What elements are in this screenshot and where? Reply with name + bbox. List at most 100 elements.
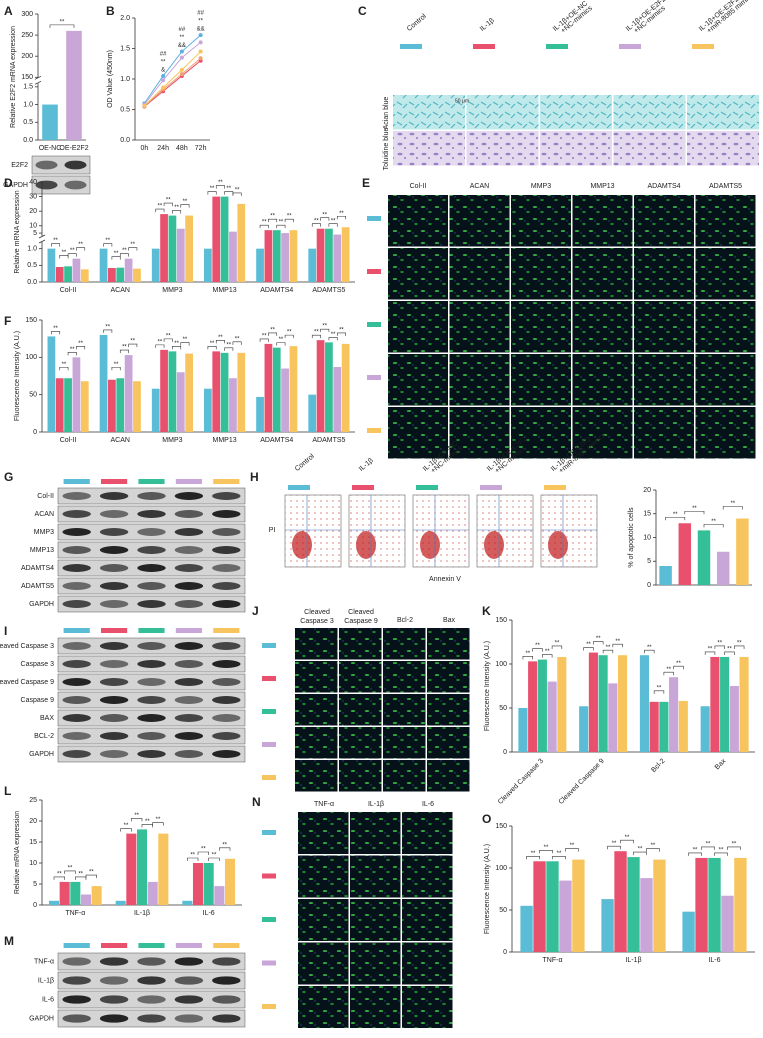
group-chip	[262, 1004, 276, 1009]
point	[198, 56, 203, 61]
bar	[734, 857, 747, 952]
x-tick-label: 24h	[157, 145, 169, 152]
if-image	[427, 628, 470, 660]
group-chip	[692, 44, 714, 49]
x-tick-label: 48h	[176, 145, 188, 152]
significance-bracket	[268, 218, 278, 223]
y-tick-label: 2.0	[120, 15, 130, 22]
blot-band	[99, 678, 129, 686]
blot-band	[99, 714, 129, 722]
significance-label: **	[314, 330, 319, 336]
if-image	[388, 195, 448, 247]
blot-band	[99, 732, 129, 740]
y-tick-label: 100	[25, 354, 37, 361]
blot-band	[212, 696, 241, 704]
bar	[151, 388, 160, 432]
if-image	[295, 760, 338, 792]
blot-label: TNF-α	[34, 958, 54, 965]
significance-label: **	[730, 501, 735, 507]
group-chip	[262, 742, 276, 747]
significance-bracket	[552, 855, 566, 860]
significance-bracket	[724, 651, 735, 655]
x-tick-label: IL-6	[708, 957, 720, 964]
flow-cluster	[292, 531, 312, 559]
x-tick-label: 0h	[140, 145, 148, 152]
significance-bracket	[612, 643, 623, 648]
bar	[214, 886, 225, 905]
significance-label: **	[89, 870, 94, 876]
significance-bracket	[59, 255, 69, 259]
blot-band	[174, 600, 204, 608]
bar	[678, 523, 692, 585]
significance-bracket	[172, 210, 182, 214]
bar	[116, 267, 125, 282]
group-chip	[101, 628, 128, 633]
blot-label: BCL-2	[34, 733, 54, 740]
blot-band	[174, 957, 204, 966]
significance-bracket	[103, 243, 113, 247]
bar	[80, 894, 92, 905]
significance-label: **	[70, 347, 75, 353]
significance-label: **	[612, 841, 617, 847]
blot-label: ACAN	[35, 511, 54, 518]
significance-label: **	[651, 843, 656, 849]
blot-label: Col-II	[37, 493, 54, 500]
y-tick-label: 0	[33, 902, 37, 909]
blot-band	[62, 642, 91, 650]
significance-label: **	[78, 871, 83, 877]
significance-bracket	[684, 510, 705, 515]
significance-label: **	[732, 841, 737, 847]
significance-label: **	[201, 847, 206, 853]
bar	[204, 388, 212, 432]
group-chip	[473, 44, 495, 49]
bar	[212, 351, 221, 432]
bar	[678, 700, 688, 752]
blot-band	[62, 528, 91, 536]
x-tick-label: ADAMTS4	[260, 437, 293, 444]
group-label: Control	[294, 453, 316, 473]
blot-band	[99, 546, 129, 554]
significance-bracket	[320, 328, 330, 333]
column-label: Cleaved	[348, 609, 374, 616]
bar	[618, 655, 628, 752]
bar	[47, 336, 56, 432]
panel-letter: L	[4, 784, 11, 798]
significance-label: **	[226, 186, 231, 192]
significance-label: **	[130, 242, 135, 248]
significance-bracket	[103, 329, 113, 333]
blot-band	[62, 957, 91, 966]
if-image	[634, 354, 694, 406]
significance-bracket	[128, 247, 138, 251]
y-tick-label: 30	[29, 193, 37, 200]
bar	[91, 886, 102, 905]
significance-label: **	[158, 339, 163, 345]
significance-bracket	[522, 656, 533, 660]
point	[179, 67, 184, 72]
panel-letter: J	[252, 604, 259, 618]
y-axis-label: OD Value (450nm)	[107, 50, 114, 108]
x-tick-label: IL-1β	[625, 957, 641, 964]
blot-band	[62, 564, 91, 572]
significance-bracket	[542, 654, 553, 658]
if-image	[339, 760, 382, 792]
significance-bracket	[734, 645, 745, 649]
bar	[55, 267, 64, 282]
toluidine-image	[540, 131, 612, 166]
significance-bracket	[646, 848, 660, 852]
if-image	[427, 661, 470, 693]
x-tick-label: MMP3	[162, 287, 182, 294]
bar	[639, 655, 649, 752]
if-image	[388, 301, 448, 353]
panel-letter: O	[482, 812, 491, 826]
x-tick-label: MMP13	[213, 437, 237, 444]
x-tick-label: IL-6	[203, 910, 215, 917]
blot-label: BAX	[40, 715, 54, 722]
bar	[48, 900, 60, 905]
column-label: Bcl-2	[397, 617, 413, 624]
group-chip	[213, 479, 240, 484]
significance-bracket	[665, 516, 686, 521]
blot-band	[212, 600, 241, 608]
significance-bracket	[336, 332, 346, 336]
blot-label: Cleaved Caspase 3	[0, 643, 54, 650]
bar	[168, 351, 177, 432]
